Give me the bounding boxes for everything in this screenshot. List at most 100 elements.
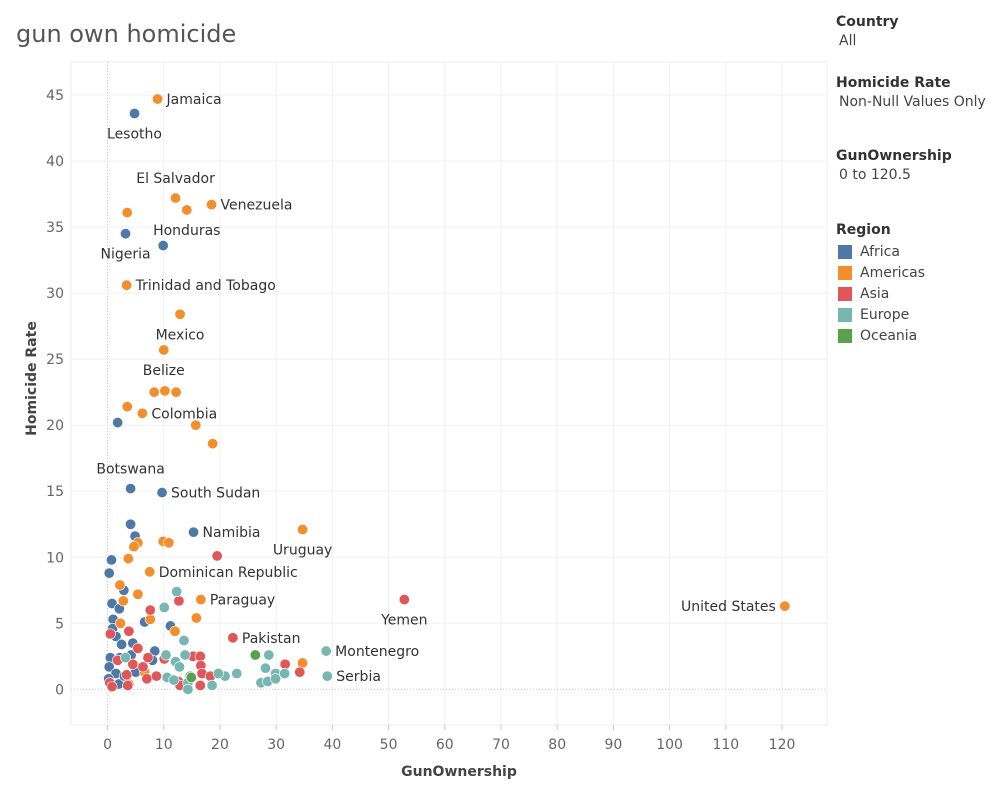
- data-point[interactable]: [173, 595, 185, 607]
- data-point[interactable]: [263, 649, 275, 661]
- legend-item-americas[interactable]: Americas: [836, 262, 1000, 283]
- data-point[interactable]: [212, 667, 224, 679]
- data-point[interactable]: [157, 240, 169, 252]
- data-point[interactable]: [150, 670, 162, 682]
- data-label: Serbia: [336, 669, 381, 685]
- data-point[interactable]: [114, 617, 126, 629]
- data-point[interactable]: [132, 642, 144, 654]
- legend-item-asia[interactable]: Asia: [836, 283, 1000, 304]
- data-point[interactable]: [141, 673, 153, 685]
- data-point[interactable]: [231, 667, 243, 679]
- data-point[interactable]: [163, 537, 175, 549]
- data-point[interactable]: [104, 628, 116, 640]
- data-point[interactable]: [174, 308, 186, 320]
- y-tick-label: 5: [55, 616, 64, 632]
- data-point[interactable]: [188, 526, 200, 538]
- data-point[interactable]: [144, 604, 156, 616]
- data-point[interactable]: [152, 93, 164, 105]
- data-point[interactable]: [125, 518, 137, 530]
- data-point[interactable]: [103, 567, 115, 579]
- legend-label: Asia: [860, 285, 890, 302]
- data-point[interactable]: [106, 681, 118, 693]
- data-point[interactable]: [120, 652, 132, 664]
- data-point[interactable]: [171, 586, 183, 598]
- data-point[interactable]: [148, 386, 160, 398]
- data-point[interactable]: [320, 645, 332, 657]
- data-point[interactable]: [179, 649, 191, 661]
- data-point[interactable]: [169, 625, 181, 637]
- data-point[interactable]: [279, 658, 291, 670]
- data-point[interactable]: [227, 632, 239, 644]
- data-point[interactable]: [195, 594, 207, 606]
- data-point[interactable]: [129, 108, 141, 120]
- data-point[interactable]: [144, 613, 156, 625]
- data-point[interactable]: [122, 553, 134, 565]
- legend-item-africa[interactable]: Africa: [836, 241, 1000, 262]
- data-point[interactable]: [117, 595, 129, 607]
- filter-value[interactable]: Non-Null Values Only: [839, 94, 986, 110]
- data-point[interactable]: [122, 679, 134, 691]
- data-point[interactable]: [297, 524, 309, 536]
- scatter-chart[interactable]: 0 10 20 30 40 50 60 70 80 90 100 110 120 0 5 10 15 20 25 30…: [0, 0, 830, 800]
- data-point[interactable]: [103, 661, 115, 673]
- data-point[interactable]: [132, 588, 144, 600]
- filter-homicide-rate[interactable]: Homicide Rate Non-Null Values Only: [836, 75, 1000, 135]
- x-tick-label: 110: [712, 737, 739, 753]
- data-point[interactable]: [121, 401, 133, 413]
- data-point[interactable]: [321, 670, 333, 682]
- data-point[interactable]: [112, 417, 124, 429]
- data-point[interactable]: [160, 649, 172, 661]
- data-point[interactable]: [144, 566, 156, 578]
- data-point[interactable]: [114, 579, 126, 591]
- data-point[interactable]: [249, 649, 261, 661]
- data-point[interactable]: [121, 279, 133, 291]
- data-point[interactable]: [211, 550, 223, 562]
- data-point[interactable]: [158, 344, 170, 356]
- data-point[interactable]: [294, 666, 306, 678]
- data-point[interactable]: [173, 661, 185, 673]
- data-point[interactable]: [398, 594, 410, 606]
- data-point[interactable]: [105, 554, 117, 566]
- data-point[interactable]: [136, 407, 148, 419]
- data-point[interactable]: [206, 679, 218, 691]
- data-point[interactable]: [270, 673, 282, 685]
- data-point[interactable]: [206, 199, 218, 211]
- filter-country[interactable]: Country All: [836, 14, 1000, 74]
- data-point[interactable]: [779, 600, 791, 612]
- filter-gunownership[interactable]: GunOwnership 0 to 120.5: [836, 148, 1000, 208]
- data-point[interactable]: [185, 671, 197, 683]
- filter-value[interactable]: 0 to 120.5: [839, 167, 911, 183]
- data-point[interactable]: [259, 662, 271, 674]
- x-tick-label: 70: [492, 737, 510, 753]
- filter-value[interactable]: All: [839, 33, 857, 49]
- data-point[interactable]: [125, 483, 137, 495]
- data-point[interactable]: [137, 661, 149, 673]
- data-point[interactable]: [127, 658, 139, 670]
- data-point[interactable]: [159, 385, 171, 397]
- data-point[interactable]: [190, 612, 202, 624]
- data-point[interactable]: [297, 657, 309, 669]
- data-point[interactable]: [121, 669, 133, 681]
- data-point[interactable]: [194, 650, 206, 662]
- data-point[interactable]: [156, 487, 168, 499]
- data-point[interactable]: [168, 674, 180, 686]
- data-point[interactable]: [190, 419, 202, 431]
- data-point[interactable]: [279, 667, 291, 679]
- data-point[interactable]: [128, 541, 140, 553]
- data-point[interactable]: [121, 207, 133, 219]
- data-point[interactable]: [123, 625, 135, 637]
- legend-item-oceania[interactable]: Oceania: [836, 325, 1000, 346]
- data-point[interactable]: [207, 438, 219, 450]
- legend-swatch: [838, 244, 852, 259]
- data-point[interactable]: [170, 386, 182, 398]
- data-point[interactable]: [142, 652, 154, 664]
- data-point[interactable]: [120, 228, 132, 240]
- data-point[interactable]: [116, 638, 128, 650]
- data-point[interactable]: [182, 683, 194, 695]
- data-point[interactable]: [194, 679, 206, 691]
- data-point[interactable]: [170, 192, 182, 204]
- data-point[interactable]: [158, 601, 170, 613]
- data-point[interactable]: [181, 204, 193, 216]
- legend-item-europe[interactable]: Europe: [836, 304, 1000, 325]
- data-point[interactable]: [178, 634, 190, 646]
